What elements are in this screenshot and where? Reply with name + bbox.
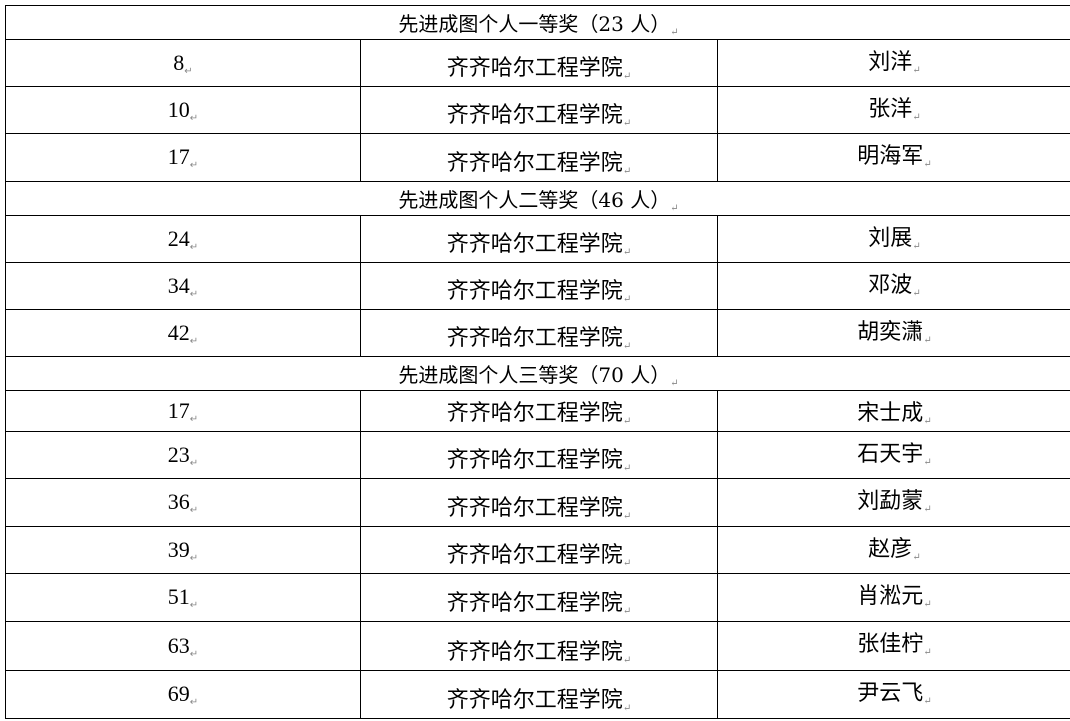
student-name: 尹云飞	[717, 670, 1070, 719]
entry-number: 69	[5, 670, 361, 719]
table-row: 69齐齐哈尔工程学院尹云飞	[5, 670, 1070, 719]
table-row: 10齐齐哈尔工程学院张洋	[5, 86, 1070, 134]
school-name: 齐齐哈尔工程学院	[360, 431, 718, 479]
table-row: 39齐齐哈尔工程学院赵彦	[5, 526, 1070, 574]
entry-number: 24	[5, 215, 361, 263]
entry-number: 8	[5, 39, 361, 87]
school-name: 齐齐哈尔工程学院	[360, 478, 718, 527]
awards-table: 先进成图个人一等奖（23 人）8齐齐哈尔工程学院刘洋10齐齐哈尔工程学院张洋17…	[5, 5, 1070, 719]
entry-number: 10	[5, 86, 361, 134]
table-row: 42齐齐哈尔工程学院胡奕潇	[5, 309, 1070, 357]
student-name: 肖淞元	[717, 573, 1070, 622]
entry-number: 17	[5, 133, 361, 182]
student-name: 宋士成	[717, 390, 1070, 432]
table-row: 63齐齐哈尔工程学院张佳柠	[5, 621, 1070, 671]
entry-number: 23	[5, 431, 361, 479]
section-header-row: 先进成图个人二等奖（46 人）	[5, 181, 1070, 216]
school-name: 齐齐哈尔工程学院	[360, 215, 718, 263]
student-name: 赵彦	[717, 526, 1070, 574]
school-name: 齐齐哈尔工程学院	[360, 309, 718, 357]
entry-number: 39	[5, 526, 361, 574]
section-header-row: 先进成图个人一等奖（23 人）	[5, 5, 1070, 40]
student-name: 胡奕潇	[717, 309, 1070, 357]
section-title: 先进成图个人二等奖（46 人）	[5, 181, 1070, 216]
school-name: 齐齐哈尔工程学院	[360, 670, 718, 719]
school-name: 齐齐哈尔工程学院	[360, 526, 718, 574]
table-row: 8齐齐哈尔工程学院刘洋	[5, 39, 1070, 87]
school-name: 齐齐哈尔工程学院	[360, 262, 718, 310]
section-title: 先进成图个人三等奖（70 人）	[5, 356, 1070, 391]
table-row: 24齐齐哈尔工程学院刘展	[5, 215, 1070, 263]
entry-number: 17	[5, 390, 361, 432]
section-header-row: 先进成图个人三等奖（70 人）	[5, 356, 1070, 391]
table-row: 51齐齐哈尔工程学院肖淞元	[5, 573, 1070, 622]
student-name: 张洋	[717, 86, 1070, 134]
table-row: 23齐齐哈尔工程学院石天宇	[5, 431, 1070, 479]
entry-number: 34	[5, 262, 361, 310]
school-name: 齐齐哈尔工程学院	[360, 133, 718, 182]
table-row: 17齐齐哈尔工程学院宋士成	[5, 390, 1070, 432]
table-row: 17齐齐哈尔工程学院明海军	[5, 133, 1070, 182]
student-name: 刘洋	[717, 39, 1070, 87]
school-name: 齐齐哈尔工程学院	[360, 573, 718, 622]
section-title: 先进成图个人一等奖（23 人）	[5, 5, 1070, 40]
table-row: 34齐齐哈尔工程学院邓波	[5, 262, 1070, 310]
school-name: 齐齐哈尔工程学院	[360, 390, 718, 432]
school-name: 齐齐哈尔工程学院	[360, 39, 718, 87]
student-name: 刘展	[717, 215, 1070, 263]
table-row: 36齐齐哈尔工程学院刘勐蒙	[5, 478, 1070, 527]
school-name: 齐齐哈尔工程学院	[360, 621, 718, 671]
student-name: 刘勐蒙	[717, 478, 1070, 527]
school-name: 齐齐哈尔工程学院	[360, 86, 718, 134]
student-name: 石天宇	[717, 431, 1070, 479]
entry-number: 51	[5, 573, 361, 622]
entry-number: 36	[5, 478, 361, 527]
entry-number: 42	[5, 309, 361, 357]
student-name: 明海军	[717, 133, 1070, 182]
student-name: 邓波	[717, 262, 1070, 310]
entry-number: 63	[5, 621, 361, 671]
student-name: 张佳柠	[717, 621, 1070, 671]
